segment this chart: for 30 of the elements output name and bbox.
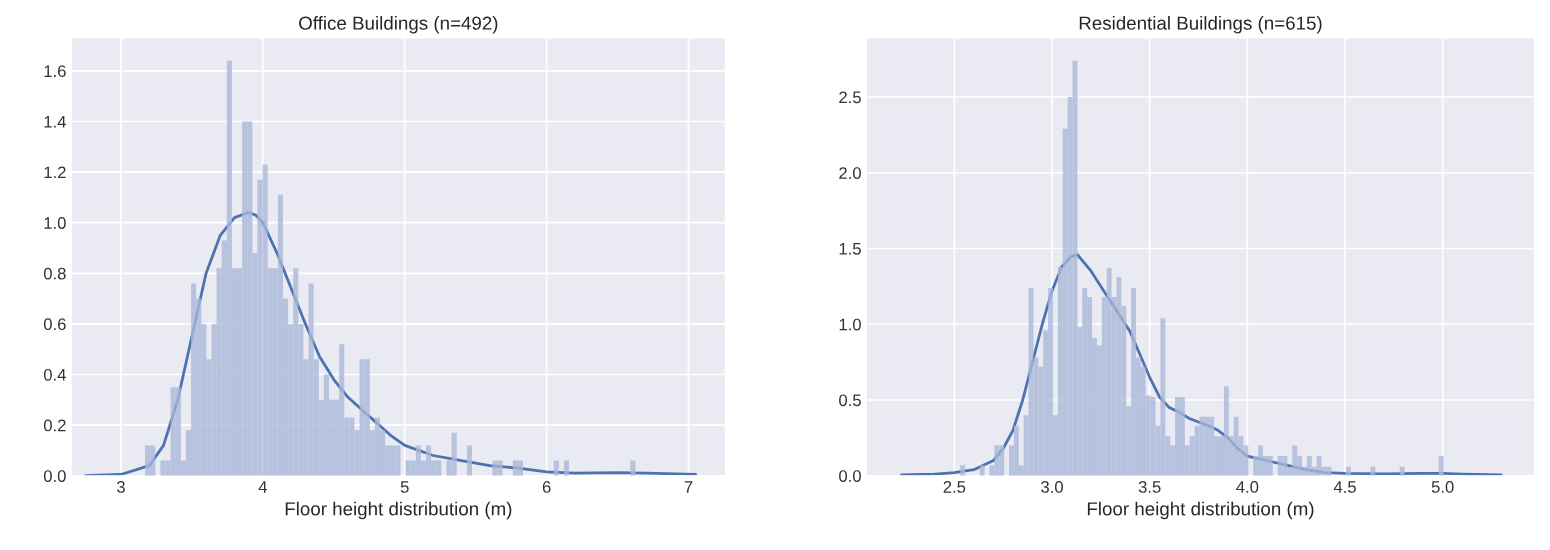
y-tick-label: 0.0 — [839, 470, 861, 482]
x-axis-title: Floor height distribution (m) — [285, 501, 512, 520]
x-tick-label: 5 — [400, 481, 409, 493]
y-tick-label: 1.6 — [44, 65, 66, 78]
y-tick-label: 2.5 — [839, 91, 861, 104]
y-tick-label: 0.5 — [839, 394, 861, 407]
x-tick-label: 7 — [684, 481, 693, 493]
x-tick-label: 4.0 — [1236, 481, 1259, 493]
y-tick-label: 2.0 — [839, 167, 861, 179]
x-tick-label: 4 — [258, 481, 267, 493]
x-tick-label: 2.5 — [943, 481, 966, 493]
y-tick-label: 1.4 — [44, 116, 66, 128]
y-tick-label: 1.2 — [44, 166, 66, 179]
chart-title: Residential Buildings (n=615) — [1079, 16, 1322, 34]
x-axis-title: Floor height distribution (m) — [1087, 501, 1314, 520]
x-tick-label: 6 — [542, 481, 551, 493]
y-tick-label: 1.0 — [44, 217, 66, 229]
y-tick-label: 0.4 — [43, 368, 66, 381]
x-tick-label: 3.0 — [1041, 481, 1063, 493]
x-tick-label: 3.5 — [1138, 481, 1161, 493]
y-tick-label: 1.5 — [839, 243, 861, 255]
x-tick-label: 4.5 — [1333, 481, 1356, 493]
x-tick-label: 3 — [116, 481, 125, 493]
y-tick-label: 0.8 — [43, 267, 66, 280]
y-tick-label: 0.2 — [43, 419, 66, 432]
y-tick-label: 0.0 — [43, 470, 66, 482]
y-tick-label: 1.0 — [839, 318, 861, 331]
x-tick-label: 5.0 — [1431, 481, 1454, 493]
chart-title: Office Buildings (n=492) — [299, 16, 498, 34]
y-tick-label: 0.6 — [43, 318, 66, 331]
